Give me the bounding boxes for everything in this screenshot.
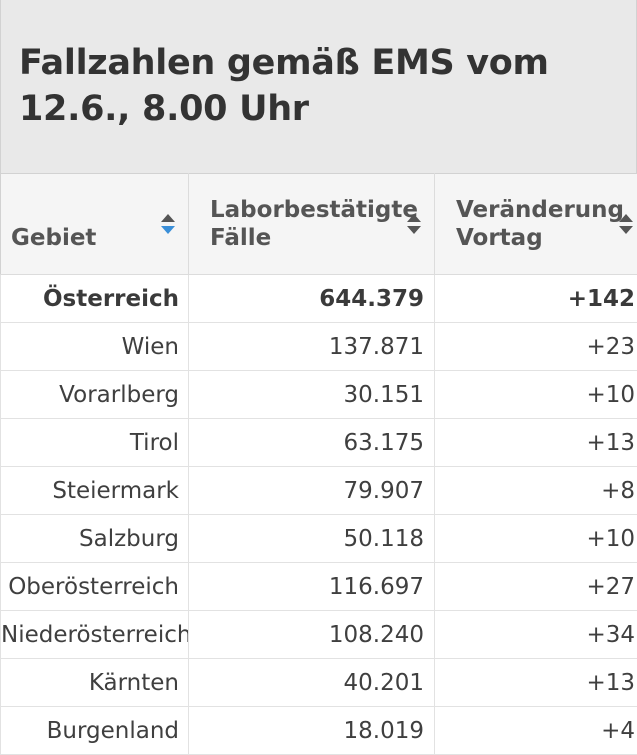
cell-faelle: 108.240 bbox=[189, 611, 435, 659]
cell-veraenderung: +23 bbox=[435, 323, 637, 371]
title-panel: Fallzahlen gemäß EMS vom 12.6., 8.00 Uhr bbox=[0, 0, 637, 173]
cell-gebiet: Österreich bbox=[1, 275, 189, 323]
cell-gebiet: Steiermark bbox=[1, 467, 189, 515]
table-row: Vorarlberg 30.151 +10 bbox=[1, 371, 637, 419]
table-row: Wien 137.871 +23 bbox=[1, 323, 637, 371]
cell-faelle: 63.175 bbox=[189, 419, 435, 467]
cell-gebiet: Wien bbox=[1, 323, 189, 371]
sort-ascending-icon[interactable] bbox=[160, 212, 176, 236]
column-header-label: Gebiet bbox=[11, 224, 96, 252]
table-row: Salzburg 50.118 +10 bbox=[1, 515, 637, 563]
cell-faelle: 40.201 bbox=[189, 659, 435, 707]
cell-gebiet: Oberösterreich bbox=[1, 563, 189, 611]
cell-gebiet: Vorarlberg bbox=[1, 371, 189, 419]
sort-icon[interactable] bbox=[618, 212, 634, 236]
cell-veraenderung: +142 bbox=[435, 275, 637, 323]
cell-veraenderung: +13 bbox=[435, 419, 637, 467]
table-row: Tirol 63.175 +13 bbox=[1, 419, 637, 467]
table-row: Burgenland 18.019 +4 bbox=[1, 707, 637, 755]
cell-gebiet: Kärnten bbox=[1, 659, 189, 707]
table-row: Steiermark 79.907 +8 bbox=[1, 467, 637, 515]
cell-faelle: 137.871 bbox=[189, 323, 435, 371]
cell-faelle: 644.379 bbox=[189, 275, 435, 323]
column-header-veraenderung[interactable]: Veränderung Vortag bbox=[435, 174, 637, 275]
cell-gebiet: Niederösterreich bbox=[1, 611, 189, 659]
column-header-gebiet[interactable]: Gebiet bbox=[1, 174, 189, 275]
cell-gebiet: Burgenland bbox=[1, 707, 189, 755]
table-header-row: Gebiet Laborbestätigte Fälle Veränderung… bbox=[1, 174, 637, 275]
cell-veraenderung: +13 bbox=[435, 659, 637, 707]
cell-veraenderung: +10 bbox=[435, 371, 637, 419]
cell-gebiet: Salzburg bbox=[1, 515, 189, 563]
case-table: Gebiet Laborbestätigte Fälle Veränderung… bbox=[0, 173, 637, 755]
column-header-faelle[interactable]: Laborbestätigte Fälle bbox=[189, 174, 435, 275]
cell-faelle: 50.118 bbox=[189, 515, 435, 563]
cell-faelle: 30.151 bbox=[189, 371, 435, 419]
cell-veraenderung: +27 bbox=[435, 563, 637, 611]
page-title: Fallzahlen gemäß EMS vom 12.6., 8.00 Uhr bbox=[19, 40, 619, 132]
column-header-label: Veränderung Vortag bbox=[456, 196, 624, 252]
cell-faelle: 18.019 bbox=[189, 707, 435, 755]
table-row: Kärnten 40.201 +13 bbox=[1, 659, 637, 707]
table-row: Oberösterreich 116.697 +27 bbox=[1, 563, 637, 611]
cell-veraenderung: +4 bbox=[435, 707, 637, 755]
column-header-label: Laborbestätigte Fälle bbox=[210, 196, 418, 252]
table-row-total: Österreich 644.379 +142 bbox=[1, 275, 637, 323]
cell-veraenderung: +10 bbox=[435, 515, 637, 563]
table-row: Niederösterreich 108.240 +34 bbox=[1, 611, 637, 659]
cell-gebiet: Tirol bbox=[1, 419, 189, 467]
sort-icon[interactable] bbox=[406, 212, 422, 236]
cell-faelle: 79.907 bbox=[189, 467, 435, 515]
cell-veraenderung: +8 bbox=[435, 467, 637, 515]
cell-faelle: 116.697 bbox=[189, 563, 435, 611]
cell-veraenderung: +34 bbox=[435, 611, 637, 659]
